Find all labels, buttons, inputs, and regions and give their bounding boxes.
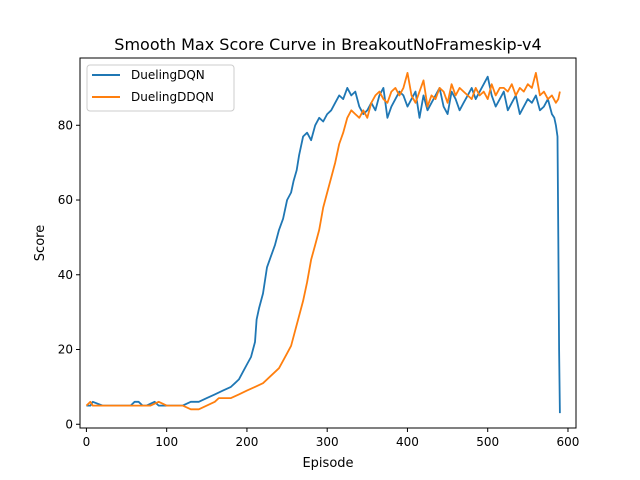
plot-frame [79,57,577,429]
legend: DuelingDQN DuelingDDQN [86,64,235,112]
plot-area [79,57,577,429]
y-tick-label: 20 [58,343,73,357]
x-tick-label: 600 [557,435,580,449]
x-tick-label: 300 [316,435,339,449]
series-line-duelingdqn [86,75,561,414]
legend-box [86,64,235,112]
y-tick-label: 0 [65,417,73,431]
y-tick-label: 40 [58,268,73,282]
x-tick-label: 100 [155,435,178,449]
series-layer [85,72,561,414]
series-line-duelingddqn [85,72,561,411]
legend-label-duelingdqn: DuelingDQN [131,68,205,82]
x-tick-label: 400 [396,435,419,449]
x-tick-label: 500 [476,435,499,449]
y-axis-label: Score [33,225,48,261]
x-tick-label: 0 [83,435,91,449]
y-tick-label: 60 [58,193,73,207]
chart-title: Smooth Max Score Curve in BreakoutNoFram… [114,35,541,54]
legend-label-duelingddqn: DuelingDDQN [131,90,214,104]
y-tick-label: 80 [58,118,73,132]
plot-background [80,58,576,428]
y-axis: 0 20 40 60 80 [58,118,80,431]
x-axis-label: Episode [302,456,353,471]
x-axis: 0 100 200 300 400 500 600 [83,428,580,449]
x-tick-label: 200 [235,435,258,449]
